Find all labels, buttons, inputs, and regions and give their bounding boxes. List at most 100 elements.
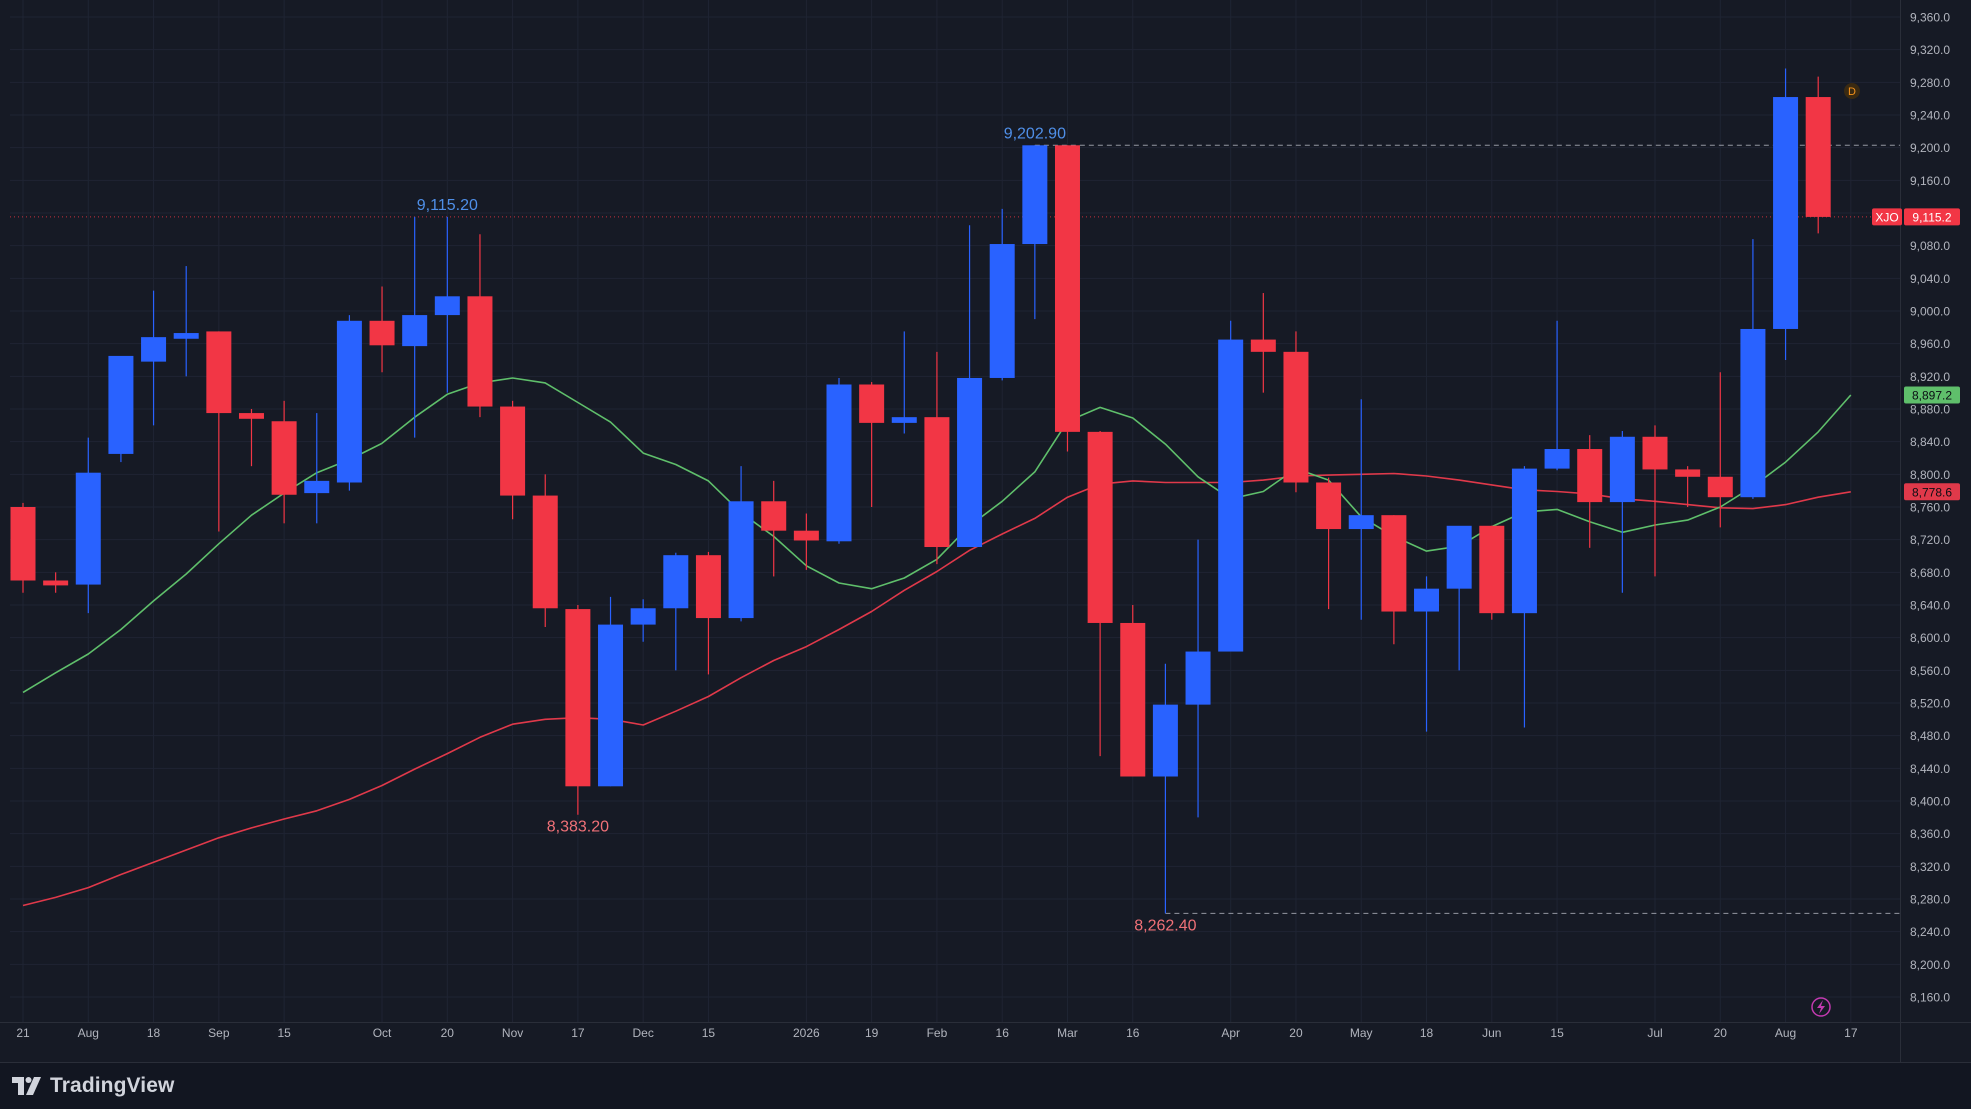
candle-body [663,555,689,609]
down-candle [1316,477,1342,610]
candle-body [1185,651,1211,705]
candle-body [1805,97,1831,217]
time-tick-label: Jul [1647,1026,1662,1040]
candle-body [75,472,101,585]
up-candle [1152,663,1178,914]
price-tick-label: 8,640.0 [1910,599,1950,613]
candle-body [1577,449,1603,503]
time-tick-label: 20 [441,1026,455,1040]
candle-body [1316,482,1342,530]
candle-body [1381,515,1407,612]
up-candle [141,290,167,426]
down-candle [1381,515,1407,645]
time-tick-label: 20 [1714,1026,1728,1040]
down-candle [1250,293,1276,393]
candle-body [108,355,134,454]
down-candle [43,572,69,593]
price-tick-label: 9,160.0 [1910,174,1950,188]
up-candle [1740,239,1766,499]
up-candle [1446,525,1472,671]
candle-body [402,315,428,347]
up-candle [630,599,656,642]
lightning-icon-ring [1811,997,1831,1017]
up-candle [989,208,1015,381]
down-candle [1675,466,1701,507]
time-axis[interactable]: 21 Aug 18 Sep 15 Oct 20 Nov 17 Dec 15 2026 19 Feb 16 Ma… [16,1026,1858,1040]
price-tick-label: 9,240.0 [1910,109,1950,123]
candle-body [630,608,656,625]
down-candle [1642,425,1668,577]
candle-body [1152,704,1178,777]
down-candle [1087,431,1113,757]
candle-body [1283,351,1309,483]
candle-body [1087,431,1113,623]
up-candle [1022,145,1048,320]
candle-body [891,417,917,423]
candle-body [43,580,69,586]
grid-layer [0,0,1971,1062]
down-candle [369,286,395,373]
down-candle [467,234,493,418]
up-candle [1544,320,1570,471]
candle-body [924,417,950,548]
price-tick-label: 8,960.0 [1910,337,1950,351]
price-tick-label: 8,440.0 [1910,762,1950,776]
high-label-2: 9,202.90 [1004,125,1066,142]
up-candle [1185,539,1211,818]
symbol-tag: XJO [1875,210,1898,224]
candle-body [695,555,721,619]
sma-fast-price-tag: 8,897.2 [1904,386,1960,404]
price-tick-label: 9,360.0 [1910,11,1950,25]
lightning-icon [1811,997,1831,1017]
last-price-tag-text: 9,115.2 [1912,210,1951,224]
candle-body [369,320,395,346]
tradingview-logo-icon [12,1077,41,1095]
candle-body [1218,339,1244,652]
candle-body [271,421,297,495]
price-tick-label: 8,720.0 [1910,533,1950,547]
down-candle [924,351,950,565]
candlestick-chart[interactable]: 9,115.20 9,202.90 8,383.20 8,262.40 D 9,360.… [0,0,1971,1062]
time-tick-label: 17 [1844,1026,1858,1040]
candle-body [10,507,36,581]
down-candle [206,331,232,532]
price-tick-label: 9,320.0 [1910,43,1950,57]
time-tick-label: 15 [277,1026,291,1040]
sma-slow-price-tag: 8,778.6 [1904,483,1960,501]
tradingview-logo[interactable]: TradingView [12,1074,174,1098]
chart-area[interactable]: 9,115.20 9,202.90 8,383.20 8,262.40 D 9,360.… [0,0,1971,1062]
candles-layer [10,68,1831,914]
time-tick-label: May [1350,1026,1373,1040]
candle-body [826,384,852,542]
annotations-layer: 9,115.20 9,202.90 8,383.20 8,262.40 D [417,83,1860,1017]
candle-body [1544,449,1570,469]
up-candle [1348,399,1374,620]
interval-badge-bg [1844,83,1860,99]
up-candle [336,315,362,491]
price-tick-label: 8,200.0 [1910,958,1950,972]
candle-body [793,530,819,541]
time-tick-label: Dec [632,1026,653,1040]
down-candle [1054,145,1080,452]
down-candle [271,400,297,524]
time-tick-label: 17 [571,1026,585,1040]
up-candle [598,596,624,787]
price-axis[interactable]: 9,360.0 9,320.0 9,280.0 9,240.0 9,200.0 9,160… [1872,11,1960,1005]
down-candle [1120,605,1146,777]
time-tick-label: Feb [927,1026,948,1040]
down-candle [1577,435,1603,548]
lightning-icon-bolt [1817,1000,1825,1014]
candle-body [989,244,1015,378]
up-candle [1414,576,1440,732]
last-price-tag-bg [1904,208,1960,226]
candle-body [1022,145,1048,245]
price-tick-label: 8,240.0 [1910,925,1950,939]
sma-slow-line [22,472,1851,907]
candle-body [957,377,983,548]
up-candle [173,266,199,377]
candle-body [206,331,232,414]
high-label-1: 9,115.20 [417,197,478,214]
candle-body [1773,97,1799,329]
time-tick-label: 15 [1550,1026,1564,1040]
down-candle [1283,331,1309,493]
